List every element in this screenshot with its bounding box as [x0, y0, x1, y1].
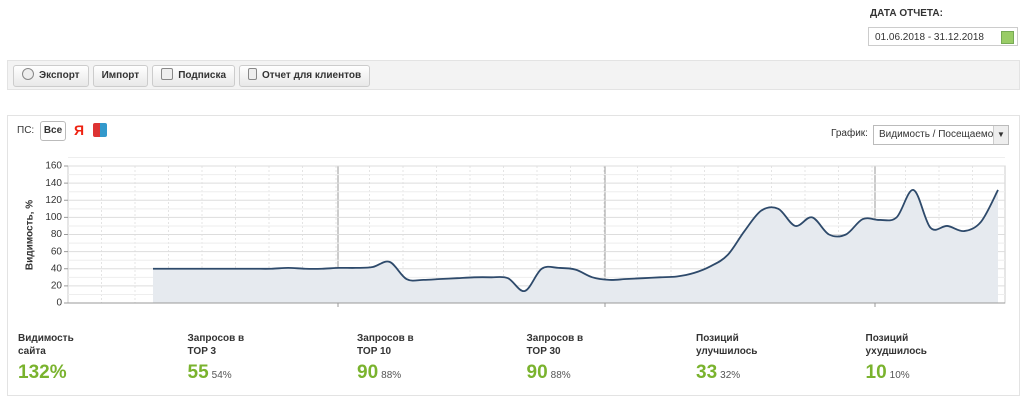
- stat-value-row: 10 10%: [866, 362, 1024, 384]
- stat-block: Запросов в TOP 30 90 88%: [527, 332, 687, 384]
- stat-title: Запросов в: [526, 333, 584, 344]
- button-label: Экспорт: [39, 70, 80, 81]
- stat-block: Позиций улучшилось 33 32%: [696, 332, 856, 384]
- button-label: Отчет для клиентов: [262, 70, 362, 81]
- stat-value-row: 55 54%: [188, 362, 348, 384]
- stat-value: 55: [187, 362, 209, 383]
- y-tick-label: 160: [45, 161, 62, 172]
- date-range: 01.06.2018 - 31.12.2018: [875, 32, 984, 43]
- stat-title: улучшилось: [696, 346, 758, 357]
- stat-block: Позиций ухудшилось 10 10%: [866, 332, 1024, 384]
- stat-percent: 88%: [381, 370, 402, 381]
- export-button[interactable]: Экспорт: [13, 65, 89, 87]
- stat-title: Запросов в: [357, 333, 414, 344]
- button-label: Подписка: [178, 70, 227, 81]
- date-label: ДАТА ОТЧЕТА:: [870, 8, 943, 19]
- stat-block: Запросов в TOP 10 90 88%: [357, 332, 517, 384]
- stat-title: сайта: [18, 346, 46, 357]
- ps-all-button[interactable]: Все: [40, 121, 66, 141]
- graph-select[interactable]: Видимость / Посещаемо ▼: [873, 125, 1009, 145]
- stat-value-row: 33 32%: [696, 362, 856, 384]
- stat-value-row: 90 88%: [357, 362, 517, 384]
- import-button[interactable]: Импорт: [92, 65, 149, 87]
- stat-percent: 88%: [550, 370, 571, 381]
- stat-value: 132%: [18, 362, 67, 383]
- stat-value: 90: [526, 362, 548, 383]
- stat-value: 10: [865, 362, 887, 383]
- stat-value-row: 132%: [18, 362, 178, 384]
- stat-value: 90: [357, 362, 379, 383]
- stat-title: TOP 3: [187, 346, 217, 357]
- client-report-button[interactable]: Отчет для клиентов: [239, 65, 371, 87]
- y-tick-label: 80: [51, 229, 63, 240]
- dropdown-arrow[interactable]: ▼: [993, 126, 1008, 144]
- stat-percent: 10%: [889, 370, 910, 381]
- y-tick-label: 60: [51, 246, 63, 257]
- y-tick-label: 120: [45, 195, 62, 206]
- stat-title: Видимость: [18, 333, 74, 344]
- stat-title: Позиций: [865, 333, 909, 344]
- toolbar: Экспорт Импорт Подписка Отчет для клиентов: [7, 60, 1020, 90]
- y-axis-label: Видимость, %: [25, 200, 36, 270]
- subscribe-button[interactable]: Подписка: [152, 65, 236, 87]
- chart-panel: [7, 115, 1020, 396]
- stat-block: Видимость сайта 132%: [18, 332, 178, 384]
- stat-title: Запросов в: [187, 333, 245, 344]
- y-tick-label: 0: [56, 298, 62, 309]
- graph-label: График:: [831, 128, 868, 139]
- calendar-icon[interactable]: [1001, 31, 1014, 44]
- stat-title: ухудшилось: [865, 346, 927, 357]
- stat-title: TOP 30: [526, 346, 561, 357]
- select-value: Видимость / Посещаемо: [879, 129, 994, 140]
- y-tick-label: 40: [51, 263, 63, 274]
- date-picker[interactable]: 01.06.2018 - 31.12.2018: [868, 27, 1018, 46]
- stat-percent: 54%: [211, 370, 232, 381]
- stat-percent: 32%: [720, 370, 741, 381]
- stat-block: Запросов в TOP 3 55 54%: [188, 332, 348, 384]
- y-tick-label: 20: [51, 281, 63, 292]
- stat-title: Позиций: [696, 333, 739, 344]
- stat-title: TOP 10: [357, 346, 392, 357]
- chart: Видимость, % 0 20 40 60 80 100 120 140 160: [25, 156, 1006, 309]
- y-tick-label: 100: [45, 212, 62, 223]
- stat-value-row: 90 88%: [527, 362, 687, 384]
- stat-value: 33: [696, 362, 718, 383]
- line: [152, 189, 999, 292]
- y-tick-label: 140: [45, 178, 62, 189]
- google-button[interactable]: [93, 123, 107, 137]
- button-label: Импорт: [101, 70, 140, 81]
- ps-label: ПС:: [17, 125, 35, 136]
- yandex-button[interactable]: Я: [74, 122, 85, 138]
